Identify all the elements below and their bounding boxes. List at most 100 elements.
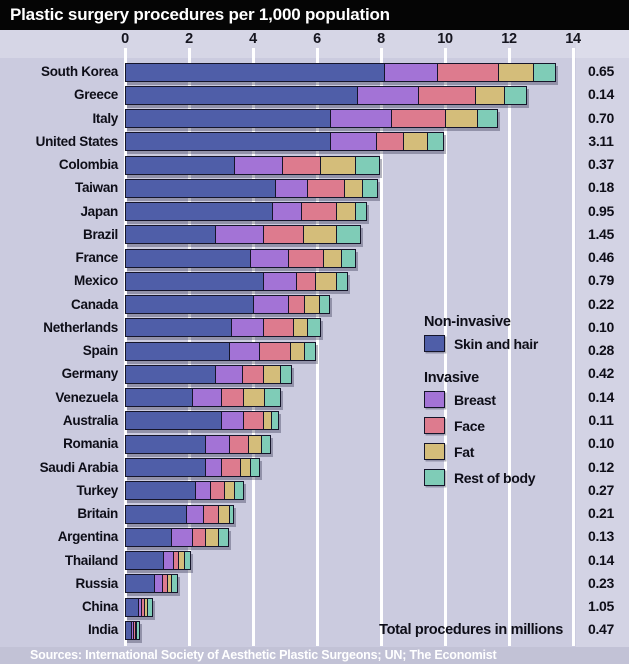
bar-segment-rest-of-body bbox=[271, 412, 278, 430]
country-label: Taiwan bbox=[75, 180, 118, 196]
stacked-bar bbox=[125, 620, 140, 640]
bar-segment-fat bbox=[205, 528, 219, 546]
total-procedures-label: Total procedures in millions bbox=[379, 622, 563, 638]
bar-segment-breast bbox=[330, 133, 378, 151]
bar-segment-skin-and-hair bbox=[126, 505, 187, 523]
stacked-bar bbox=[125, 504, 235, 524]
bar-segment-breast bbox=[206, 435, 230, 453]
bar-segment-rest-of-body bbox=[356, 156, 379, 174]
bar-segment-breast bbox=[231, 319, 264, 337]
legend-item-face: Face bbox=[424, 417, 574, 434]
bar-segment-breast bbox=[254, 296, 290, 314]
bar-segment-breast bbox=[186, 505, 205, 523]
bar-segment-breast bbox=[330, 110, 392, 128]
bar-segment-face bbox=[260, 342, 291, 360]
stacked-bar bbox=[125, 202, 367, 222]
country-label: Saudi Arabia bbox=[39, 459, 119, 475]
country-label: Turkey bbox=[76, 482, 119, 498]
bar-segment-face bbox=[282, 156, 322, 174]
axis-tick-label: 0 bbox=[121, 31, 129, 47]
chart-title-bar: Plastic surgery procedures per 1,000 pop… bbox=[0, 0, 629, 30]
total-procedures-value: 0.28 bbox=[587, 342, 615, 359]
country-label: Colombia bbox=[58, 157, 118, 173]
stacked-bar bbox=[125, 388, 281, 408]
legend-item-skin-and-hair: Skin and hair bbox=[424, 335, 574, 352]
bar-segment-fat bbox=[404, 133, 429, 151]
axis-strip bbox=[0, 30, 629, 58]
bar-row-japan: Japan 0.95 bbox=[0, 200, 629, 223]
bar-segment-fat bbox=[225, 482, 235, 500]
stacked-bar bbox=[125, 155, 380, 175]
bar-segment-face bbox=[193, 528, 206, 546]
bar-segment-fat bbox=[337, 203, 357, 221]
stacked-bar bbox=[125, 481, 244, 501]
stacked-bar bbox=[125, 225, 361, 245]
bar-segment-fat bbox=[167, 575, 173, 593]
bar-segment-skin-and-hair bbox=[126, 86, 358, 104]
bar-segment-fat bbox=[135, 621, 138, 639]
bar-segment-rest-of-body bbox=[234, 482, 243, 500]
stacked-bar bbox=[125, 597, 153, 617]
country-label: Italy bbox=[92, 110, 118, 126]
bar-segment-skin-and-hair bbox=[126, 133, 331, 151]
bar-row-greece: Greece 0.14 bbox=[0, 83, 629, 106]
country-label: Canada bbox=[71, 296, 118, 312]
bar-segment-skin-and-hair bbox=[126, 272, 264, 290]
bar-segment-fat bbox=[303, 226, 338, 244]
total-procedures-value: 0.14 bbox=[587, 388, 615, 405]
bar-segment-rest-of-body bbox=[356, 203, 366, 221]
bar-row-china: China 1.05 bbox=[0, 595, 629, 618]
bar-row-india: India 0.47 bbox=[0, 618, 629, 641]
bar-segment-face bbox=[263, 226, 304, 244]
bar-segment-fat bbox=[263, 412, 272, 430]
legend-label: Rest of body bbox=[454, 469, 536, 486]
total-procedures-value: 1.05 bbox=[587, 598, 615, 615]
total-procedures-value: 0.27 bbox=[587, 481, 615, 498]
bar-segment-skin-and-hair bbox=[126, 203, 274, 221]
bar-segment-skin-and-hair bbox=[126, 412, 222, 430]
country-label: United States bbox=[35, 133, 119, 149]
gridline bbox=[507, 48, 511, 646]
bar-segment-rest-of-body bbox=[185, 552, 190, 570]
stacked-bar bbox=[125, 411, 279, 431]
bar-segment-breast bbox=[138, 598, 142, 616]
country-label: France bbox=[75, 250, 119, 266]
bar-segment-face bbox=[204, 505, 219, 523]
country-label: Russia bbox=[75, 575, 119, 591]
bar-segment-fat bbox=[290, 342, 306, 360]
total-procedures-value: 0.13 bbox=[587, 528, 615, 545]
chart-area: 0 2 4 6 8 10 12 14 South Korea 0.65 Greece 0.14 Ita… bbox=[0, 30, 629, 647]
bar-row-germany: Germany 0.42 bbox=[0, 362, 629, 385]
sources-bar: Sources: International Society of Aesthe… bbox=[0, 647, 629, 664]
total-procedures-value: 0.21 bbox=[587, 505, 615, 522]
bar-segment-breast bbox=[215, 365, 243, 383]
bar-segment-breast bbox=[230, 342, 261, 360]
stacked-bar bbox=[125, 341, 316, 361]
bar-segment-fat bbox=[263, 365, 282, 383]
bar-row-australia: Australia 0.11 bbox=[0, 409, 629, 432]
bar-segment-breast bbox=[263, 272, 298, 290]
bar-row-argentina: Argentina 0.13 bbox=[0, 525, 629, 548]
total-procedures-value: 0.14 bbox=[587, 86, 615, 103]
country-label: Greece bbox=[74, 87, 118, 103]
total-procedures-value: 3.11 bbox=[588, 132, 614, 149]
bar-segment-fat bbox=[241, 459, 251, 477]
bar-segment-rest-of-body bbox=[229, 505, 234, 523]
bar-segment-rest-of-body bbox=[362, 179, 378, 197]
bar-segment-face bbox=[173, 552, 179, 570]
bar-segment-rest-of-body bbox=[319, 296, 330, 314]
bar-segment-face bbox=[222, 459, 242, 477]
bar-segment-breast bbox=[154, 575, 163, 593]
stacked-bar bbox=[125, 178, 379, 198]
bar-segment-skin-and-hair bbox=[126, 598, 139, 616]
bar-row-turkey: Turkey 0.27 bbox=[0, 479, 629, 502]
bar-segment-skin-and-hair bbox=[126, 179, 277, 197]
bar-segment-face bbox=[230, 435, 250, 453]
bar-segment-breast bbox=[132, 621, 134, 639]
bar-segment-rest-of-body bbox=[250, 459, 259, 477]
stacked-bar bbox=[125, 551, 191, 571]
gridline bbox=[571, 48, 575, 646]
legend-item-breast: Breast bbox=[424, 391, 574, 408]
total-procedures-value: 0.70 bbox=[587, 109, 615, 126]
bar-row-colombia: Colombia 0.37 bbox=[0, 153, 629, 176]
